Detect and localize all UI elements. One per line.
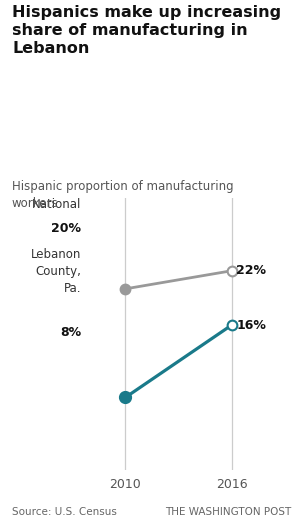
Text: THE WASHINGTON POST: THE WASHINGTON POST (165, 507, 291, 517)
Text: 20%: 20% (51, 222, 81, 235)
Text: Hispanic proportion of manufacturing
workers: Hispanic proportion of manufacturing wor… (12, 180, 234, 210)
Text: National: National (32, 198, 81, 211)
Text: Lebanon
County,
Pa.: Lebanon County, Pa. (31, 248, 81, 295)
Text: Source: U.S. Census: Source: U.S. Census (12, 507, 117, 517)
Text: Hispanics make up increasing
share of manufacturing in
Lebanon: Hispanics make up increasing share of ma… (12, 5, 281, 56)
Text: 8%: 8% (60, 326, 81, 339)
Text: 16%: 16% (236, 318, 266, 331)
Text: 22%: 22% (236, 264, 266, 277)
